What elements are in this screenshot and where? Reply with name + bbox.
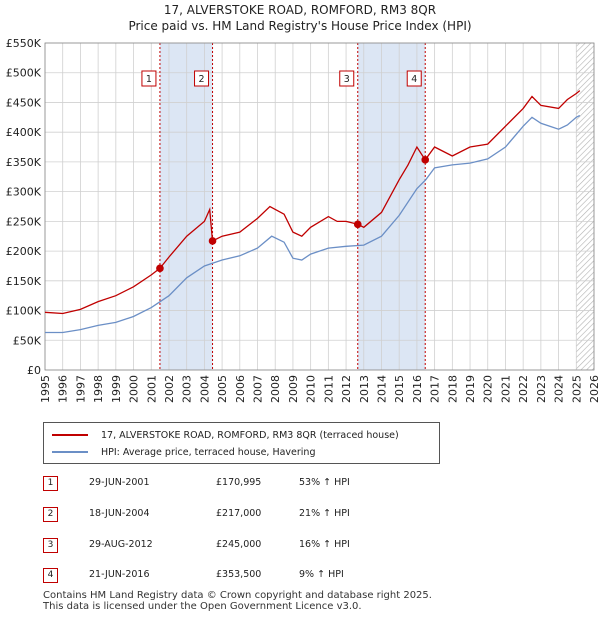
x-tick-label: 2013: [358, 375, 371, 403]
sale-point: [156, 264, 164, 273]
x-tick-label: 2020: [482, 375, 495, 403]
legend-property-label: 17, ALVERSTOKE ROAD, ROMFORD, RM3 8QR (t…: [101, 429, 399, 441]
sale-date: 21-JUN-2016: [89, 569, 150, 580]
property-series-line: [44, 90, 581, 315]
chart-subtitle: Price paid vs. HM Land Registry's House …: [128, 19, 472, 33]
y-tick-label: £550K: [6, 37, 42, 50]
sale-price: £353,500: [216, 569, 262, 580]
sale-price: £170,995: [216, 477, 262, 488]
sale-label-number: 3: [344, 74, 350, 85]
sale-period-shade: [357, 43, 426, 370]
x-tick-label: 2007: [252, 375, 265, 403]
x-tick-label: 2015: [393, 375, 406, 403]
y-tick-label: £500K: [6, 67, 42, 80]
sale-hpi-change: 9% ↑ HPI: [299, 569, 344, 580]
x-tick-label: 2006: [234, 375, 247, 403]
legend: 17, ALVERSTOKE ROAD, ROMFORD, RM3 8QR (t…: [43, 422, 440, 464]
sale-hpi-change: 53% ↑ HPI: [299, 477, 350, 488]
sale-number-badge: 4: [43, 568, 58, 583]
property-line-swatch: [52, 434, 88, 436]
sale-price: £217,000: [216, 508, 262, 519]
x-tick-label: 2026: [588, 375, 600, 403]
sale-number-badge: 3: [43, 538, 58, 553]
plot-frame: [44, 42, 595, 371]
x-tick-label: 2004: [198, 375, 211, 403]
sale-date: 18-JUN-2004: [89, 508, 150, 519]
y-tick-label: £350K: [6, 156, 42, 169]
x-tick-label: 1995: [39, 375, 52, 403]
x-tick-label: 2017: [429, 375, 442, 403]
x-tick-label: 2014: [375, 375, 388, 403]
x-tick-label: 1999: [110, 375, 123, 403]
x-tick-label: 2011: [322, 375, 335, 403]
x-tick-label: 2018: [446, 375, 459, 403]
sale-date: 29-AUG-2012: [89, 539, 153, 550]
x-tick-label: 2001: [145, 375, 158, 403]
x-tick-label: 1998: [92, 375, 105, 403]
x-tick-label: 2002: [163, 375, 176, 403]
table-row: 1 29-JUN-2001 £170,995 53% ↑ HPI: [43, 476, 443, 492]
x-tick-label: 2008: [269, 375, 282, 403]
sale-label-box: [339, 70, 355, 87]
price-chart: 1 2 3 4 £0 £50K £100K £150K £200K £250K £300K £350K…: [6, 37, 600, 403]
forecast-hatch-region: [576, 43, 594, 370]
copyright-notice: Contains HM Land Registry data © Crown c…: [43, 590, 432, 601]
sale-point: [208, 237, 217, 245]
chart-title: 17, ALVERSTOKE ROAD, ROMFORD, RM3 8QR: [163, 3, 437, 17]
y-tick-label: £200K: [6, 245, 42, 258]
table-row: 2 18-JUN-2004 £217,000 21% ↑ HPI: [43, 507, 443, 523]
y-tick-label: £250K: [6, 215, 42, 228]
licence-notice: This data is licensed under the Open Gov…: [43, 601, 362, 612]
sale-label-box: [406, 70, 422, 87]
sale-point: [353, 220, 362, 229]
y-tick-label: £450K: [6, 96, 42, 109]
x-tick-label: 2005: [216, 375, 229, 403]
sale-number-badge: 1: [43, 476, 58, 491]
sale-hpi-change: 21% ↑ HPI: [299, 508, 350, 519]
x-tick-label: 2019: [464, 375, 477, 403]
x-tick-label: 2000: [128, 375, 141, 403]
sale-hpi-change: 16% ↑ HPI: [299, 539, 350, 550]
x-tick-label: 2023: [535, 375, 548, 403]
table-row: 4 21-JUN-2016 £353,500 9% ↑ HPI: [43, 568, 443, 584]
sale-price: £245,000: [216, 539, 262, 550]
x-tick-label: 2016: [411, 375, 424, 403]
y-tick-label: £150K: [6, 275, 42, 288]
sale-label-box: [194, 70, 210, 87]
sale-label-number: 2: [199, 74, 205, 85]
x-tick-label: 2009: [287, 375, 300, 403]
sale-label-box: [141, 70, 157, 87]
x-tick-label: 2010: [305, 375, 318, 403]
x-tick-label: 2012: [340, 375, 353, 403]
table-row: 3 29-AUG-2012 £245,000 16% ↑ HPI: [43, 538, 443, 554]
x-tick-label: 1996: [57, 375, 70, 403]
legend-hpi-label: HPI: Average price, terraced house, Have…: [101, 446, 316, 458]
x-tick-label: 1997: [74, 375, 87, 403]
sale-label-number: 1: [146, 74, 152, 85]
y-tick-label: £400K: [6, 126, 42, 139]
legend-item-property: 17, ALVERSTOKE ROAD, ROMFORD, RM3 8QR (t…: [52, 428, 399, 442]
x-tick-label: 2024: [553, 375, 566, 403]
x-tick-label: 2022: [517, 375, 530, 403]
sale-label-number: 4: [411, 74, 417, 85]
sale-number-badge: 2: [43, 507, 58, 522]
y-tick-label: £300K: [6, 186, 42, 199]
sale-point: [421, 156, 430, 164]
y-tick-label: £0: [27, 364, 41, 377]
legend-item-hpi: HPI: Average price, terraced house, Have…: [52, 445, 315, 459]
hpi-series-line: [45, 114, 581, 334]
y-tick-label: £50K: [13, 334, 42, 347]
x-tick-label: 2021: [499, 375, 512, 403]
x-tick-label: 2025: [570, 375, 583, 403]
sale-date: 29-JUN-2001: [89, 477, 150, 488]
y-tick-label: £100K: [6, 305, 42, 318]
footer: Contains HM Land Registry data © Crown c…: [43, 590, 432, 612]
hpi-line-swatch: [52, 451, 88, 453]
x-tick-label: 2003: [181, 375, 194, 403]
